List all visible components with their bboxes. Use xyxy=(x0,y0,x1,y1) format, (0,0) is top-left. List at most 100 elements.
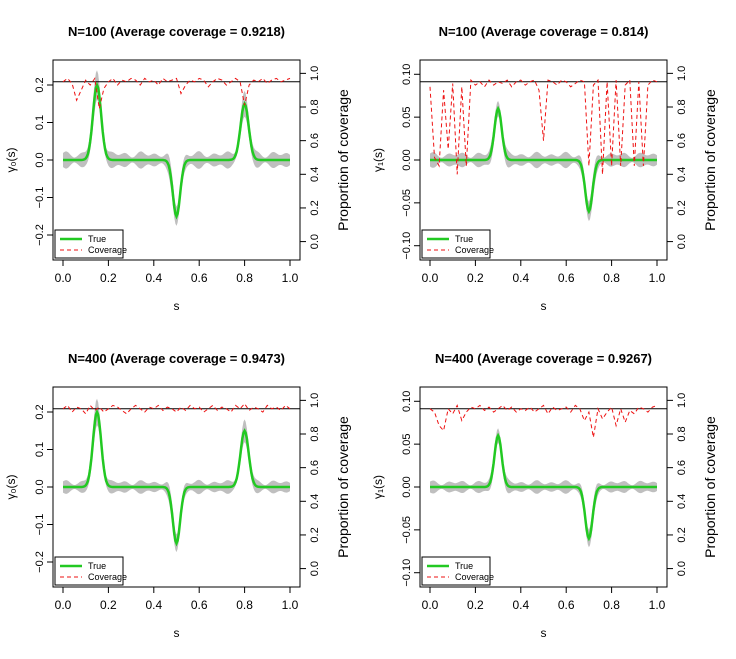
y-right-tick-label: 0.0 xyxy=(676,561,688,576)
y-left-tick-label: 0.00 xyxy=(401,149,413,170)
panel-2: N=100 (Average coverage = 0.814) 0.0 0.2 0.… xyxy=(371,24,718,313)
x-tick-label: 1.0 xyxy=(649,598,666,612)
legend-box xyxy=(421,229,491,259)
x-tick-label: 0.0 xyxy=(422,271,439,285)
series-coverage xyxy=(62,402,291,415)
y-right-tick-label: 0.6 xyxy=(676,460,688,475)
y-left-tick-label: 0.05 xyxy=(401,106,413,127)
x-tick-label: 0.4 xyxy=(145,271,162,285)
legend-label: True xyxy=(88,234,106,244)
series-true xyxy=(63,81,290,220)
legend-label: True xyxy=(455,561,473,571)
x-tick-label: 0.2 xyxy=(100,271,117,285)
series-true xyxy=(63,408,290,547)
y-left-tick-label: 0.2 xyxy=(34,404,46,419)
y-left-tick-label: 0.05 xyxy=(401,433,413,454)
legend-label: True xyxy=(88,561,106,571)
y-right-tick-label: 0.8 xyxy=(309,426,321,441)
x-tick-label: 0.0 xyxy=(55,271,72,285)
y-right-axis-label: Proportion of coverage xyxy=(702,416,718,558)
x-tick-label: 0.8 xyxy=(603,598,620,612)
legend-label: Coverage xyxy=(88,572,127,582)
chart-title: N=100 (Average coverage = 0.9218) xyxy=(68,24,285,39)
x-tick-label: 0.2 xyxy=(467,598,484,612)
x-axis-label: s xyxy=(174,626,180,640)
x-tick-label: 0.4 xyxy=(145,598,162,612)
x-tick-label: 0.8 xyxy=(236,271,253,285)
panel-1: N=100 (Average coverage = 0.9218) 0.0 0.2 0… xyxy=(4,24,351,313)
y-left-tick-label: −0.10 xyxy=(401,232,413,260)
legend-label: Coverage xyxy=(455,572,494,582)
y-right-tick-label: 0.8 xyxy=(676,99,688,114)
y-right-tick-label: 0.2 xyxy=(309,527,321,542)
x-tick-label: 0.4 xyxy=(512,271,529,285)
series-coverage xyxy=(429,404,658,438)
y-right-tick-label: 0.4 xyxy=(309,494,321,509)
legend-box xyxy=(421,556,491,586)
y-left-tick-label: 0.10 xyxy=(401,64,413,85)
y-left-axis-label: γ₁(s) xyxy=(371,148,385,172)
y-right-tick-label: 0.0 xyxy=(676,234,688,249)
x-tick-label: 0.8 xyxy=(603,271,620,285)
y-left-tick-label: −0.2 xyxy=(34,551,46,573)
chart-title: N=400 (Average coverage = 0.9267) xyxy=(435,351,652,366)
x-tick-label: 1.0 xyxy=(282,271,299,285)
x-tick-label: 0.6 xyxy=(191,598,208,612)
x-tick-label: 0.4 xyxy=(512,598,529,612)
series-true xyxy=(430,432,657,542)
y-right-axis-label: Proportion of coverage xyxy=(702,89,718,231)
series-true xyxy=(430,105,657,215)
y-right-tick-label: 0.0 xyxy=(309,234,321,249)
y-left-tick-label: 0.1 xyxy=(34,115,46,130)
y-left-axis-label: γ₀(s) xyxy=(4,148,18,173)
y-right-tick-label: 0.8 xyxy=(309,99,321,114)
y-right-tick-label: 0.2 xyxy=(676,527,688,542)
y-right-tick-label: 0.2 xyxy=(309,200,321,215)
confidence-band xyxy=(63,70,290,226)
x-tick-label: 0.6 xyxy=(558,598,575,612)
y-left-axis-label: γ₀(s) xyxy=(4,475,18,500)
y-right-tick-label: 0.2 xyxy=(676,200,688,215)
panel-3: N=400 (Average coverage = 0.9473) 0.0 0.2 0… xyxy=(4,351,351,640)
y-left-tick-label: 0.1 xyxy=(34,442,46,457)
y-right-tick-label: 0.6 xyxy=(309,460,321,475)
chart-title: N=100 (Average coverage = 0.814) xyxy=(439,24,649,39)
x-tick-label: 0.6 xyxy=(191,271,208,285)
x-tick-label: 0.8 xyxy=(236,598,253,612)
x-axis-label: s xyxy=(174,299,180,313)
legend-box xyxy=(54,556,124,586)
panel-4: N=400 (Average coverage = 0.9267) 0.0 0.2 0… xyxy=(371,351,718,640)
y-right-tick-label: 1.0 xyxy=(309,66,321,81)
y-right-tick-label: 0.4 xyxy=(676,494,688,509)
y-left-tick-label: 0.00 xyxy=(401,476,413,497)
y-right-axis-label: Proportion of coverage xyxy=(335,89,351,231)
x-tick-label: 0.6 xyxy=(558,271,575,285)
series-coverage xyxy=(62,77,291,109)
y-left-tick-label: −0.2 xyxy=(34,224,46,246)
y-left-axis-label: γ₁(s) xyxy=(371,475,385,499)
legend-label: Coverage xyxy=(88,245,127,255)
chart-title: N=400 (Average coverage = 0.9473) xyxy=(68,351,285,366)
y-left-tick-label: 0.2 xyxy=(34,77,46,92)
y-right-axis-label: Proportion of coverage xyxy=(335,416,351,558)
y-left-tick-label: −0.10 xyxy=(401,559,413,587)
y-left-tick-label: −0.1 xyxy=(34,514,46,536)
x-tick-label: 0.2 xyxy=(467,271,484,285)
y-left-tick-label: −0.1 xyxy=(34,187,46,209)
y-right-tick-label: 1.0 xyxy=(676,393,688,408)
confidence-band xyxy=(63,398,290,553)
y-left-tick-label: −0.05 xyxy=(401,516,413,544)
x-tick-label: 0.0 xyxy=(55,598,72,612)
x-axis-label: s xyxy=(541,626,547,640)
y-left-tick-label: 0.0 xyxy=(34,479,46,494)
x-tick-label: 0.0 xyxy=(422,598,439,612)
legend-box xyxy=(54,229,124,259)
y-right-tick-label: 1.0 xyxy=(309,393,321,408)
y-right-tick-label: 1.0 xyxy=(676,66,688,81)
